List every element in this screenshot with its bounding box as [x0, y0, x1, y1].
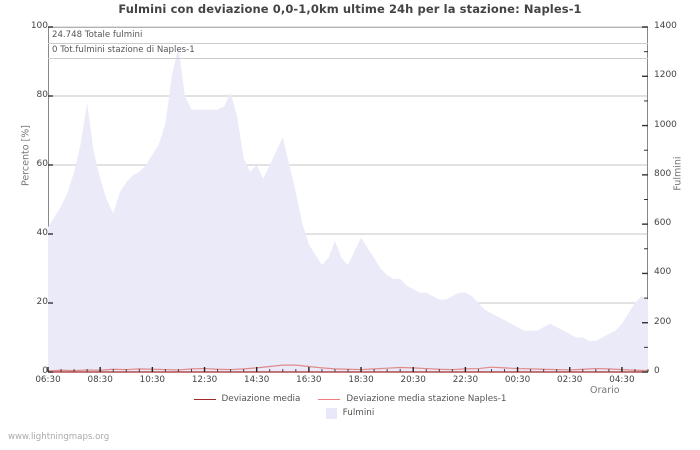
y-axis-label-left: Percento [%] [20, 124, 32, 187]
legend-label: Fulmini [342, 408, 375, 418]
legend-swatch-line [318, 398, 341, 400]
y-tick-right-600: 600 [654, 218, 672, 229]
footer-watermark: www.lightningmaps.org [8, 432, 110, 442]
annotation-divider-2 [48, 58, 648, 59]
y-tick-right-1000: 1000 [654, 119, 677, 130]
page-title: Fulmini con deviazione 0,0-1,0km ultime … [118, 2, 582, 16]
annotation-divider-1 [48, 43, 648, 44]
x-axis-label: Orario [590, 385, 620, 396]
x-tick-1830: 18:30 [348, 375, 374, 385]
x-tick-1630: 16:30 [296, 375, 322, 385]
x-tick-0030: 00:30 [504, 375, 531, 385]
y-tick-left-80: 80 [36, 90, 48, 100]
y-tick-right-400: 400 [654, 267, 672, 278]
y-tick-left-0: 0 [42, 366, 48, 376]
y-tick-left-100: 100 [30, 21, 48, 31]
x-tick-2230: 22:30 [452, 375, 479, 385]
chart-legend: Deviazione media Deviazione media stazion… [0, 392, 700, 420]
y-tick-right-0: 0 [654, 366, 660, 376]
x-tick-0230: 02:30 [557, 375, 583, 385]
y-tick-right-1400: 1400 [654, 21, 677, 31]
legend-item-fulmini[interactable]: Fulmini [325, 407, 375, 419]
y-tick-right-1200: 1200 [654, 70, 677, 81]
legend-item-deviazione-media[interactable]: Deviazione media [193, 394, 301, 404]
plot-area [48, 27, 648, 372]
legend-label: Deviazione media [221, 394, 301, 404]
x-tick-0630: 06:30 [35, 375, 61, 385]
legend-swatch-area [325, 407, 337, 419]
y-tick-right-200: 200 [654, 316, 672, 327]
x-tick-1030: 10:30 [139, 375, 166, 385]
y-tick-left-40: 40 [36, 228, 48, 238]
x-tick-1430: 14:30 [244, 375, 270, 385]
x-tick-1230: 12:30 [191, 375, 218, 385]
x-tick-2030: 20:30 [400, 375, 426, 385]
annotation-station-strokes: 0 Tot.fulmini stazione di Naples-1 [52, 45, 195, 55]
x-tick-0430: 04:30 [609, 375, 635, 385]
annotation-total-strokes: 24.748 Totale fulmini [52, 30, 143, 40]
x-tick-0830: 08:30 [87, 375, 113, 385]
y-tick-right-800: 800 [654, 168, 672, 179]
legend-label: Deviazione media stazione Naples-1 [346, 394, 507, 404]
y-tick-left-60: 60 [36, 159, 48, 169]
legend-swatch-line [193, 398, 216, 400]
y-tick-left-20: 20 [36, 297, 48, 307]
legend-item-deviazione-media-stazione-naples-1[interactable]: Deviazione media stazione Naples-1 [318, 394, 506, 404]
